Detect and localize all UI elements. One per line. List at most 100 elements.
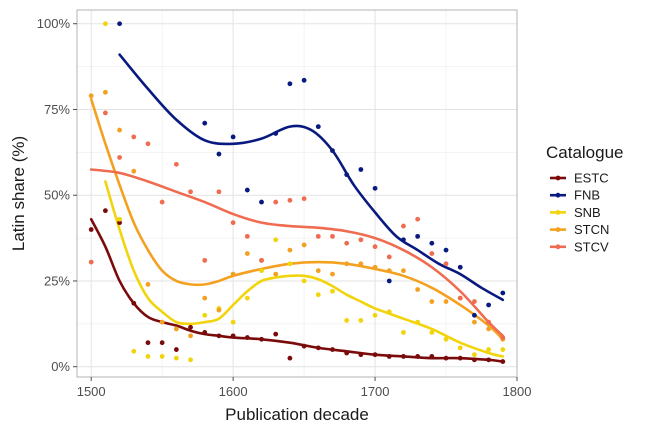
panel-border xyxy=(76,9,518,378)
legend-key-point-fnb xyxy=(555,192,561,198)
point-snb xyxy=(486,347,492,352)
point-fnb xyxy=(216,151,222,157)
point-stcn xyxy=(131,168,137,174)
point-fnb xyxy=(386,278,392,284)
point-snb xyxy=(315,292,321,298)
point-stcn xyxy=(472,319,477,325)
point-stcn xyxy=(202,295,208,301)
point-stcv xyxy=(330,233,335,239)
point-stcv xyxy=(259,257,264,263)
point-snb xyxy=(358,318,364,323)
point-stcv xyxy=(415,216,421,222)
point-stcv xyxy=(315,233,321,239)
x-tick-label: 1500 xyxy=(77,384,106,399)
point-stcv xyxy=(358,237,364,243)
point-fnb xyxy=(472,312,477,318)
point-fnb xyxy=(429,240,435,246)
point-stcn xyxy=(244,251,250,256)
point-estc xyxy=(344,350,350,356)
point-snb xyxy=(372,312,378,318)
point-snb xyxy=(415,319,421,325)
point-stcn xyxy=(344,261,350,267)
point-snb xyxy=(301,278,307,284)
point-estc xyxy=(88,227,94,232)
point-stcv xyxy=(244,233,250,239)
point-estc xyxy=(401,354,406,359)
point-estc xyxy=(159,340,165,346)
x-axis-ticks: 1500 1600 1700 1800 xyxy=(77,377,532,399)
point-stcv xyxy=(145,141,151,147)
point-estc xyxy=(287,355,293,361)
point-stcv xyxy=(344,240,350,246)
point-fnb xyxy=(287,81,293,87)
point-stcv xyxy=(273,199,279,205)
point-snb xyxy=(386,309,392,315)
point-estc xyxy=(145,340,151,346)
point-fnb xyxy=(259,199,264,205)
point-estc xyxy=(259,336,264,342)
point-estc xyxy=(244,335,250,340)
point-stcv xyxy=(188,189,193,195)
point-stcv xyxy=(372,244,378,250)
point-estc xyxy=(358,352,364,358)
point-snb xyxy=(131,348,137,354)
point-fnb xyxy=(273,131,279,136)
legend-title: Catalogue xyxy=(546,143,624,162)
point-fnb xyxy=(358,167,364,172)
point-estc xyxy=(486,357,492,363)
point-stcn xyxy=(386,268,392,274)
point-stcv xyxy=(429,251,435,256)
point-estc xyxy=(386,354,392,359)
point-fnb xyxy=(457,264,463,270)
point-fnb xyxy=(202,120,208,126)
point-stcn xyxy=(443,299,449,304)
point-estc xyxy=(500,359,506,364)
point-snb xyxy=(429,330,435,335)
x-tick-label: 1700 xyxy=(361,384,390,399)
point-snb xyxy=(188,357,193,363)
point-snb xyxy=(330,288,335,294)
point-estc xyxy=(202,330,208,335)
point-estc xyxy=(131,300,137,306)
point-snb xyxy=(259,268,264,274)
point-estc xyxy=(429,354,435,359)
point-stcn xyxy=(188,333,193,339)
y-axis-title: Latin share (%) xyxy=(9,136,28,251)
point-snb xyxy=(472,352,477,358)
points xyxy=(88,21,506,364)
x-tick-label: 1800 xyxy=(503,384,532,399)
point-fnb xyxy=(117,21,122,27)
point-stcv xyxy=(386,254,392,260)
point-stcv xyxy=(216,189,222,195)
point-stcn xyxy=(117,127,122,133)
point-snb xyxy=(145,354,151,359)
point-fnb xyxy=(372,185,378,191)
point-stcv xyxy=(401,223,406,229)
x-tick-label: 1600 xyxy=(219,384,248,399)
point-stcn xyxy=(216,307,222,313)
point-stcn xyxy=(145,281,151,287)
point-snb xyxy=(202,312,208,318)
legend-key-point-snb xyxy=(555,210,561,215)
point-stcn xyxy=(358,261,364,267)
point-snb xyxy=(344,318,350,323)
point-fnb xyxy=(486,302,492,308)
point-snb xyxy=(287,261,293,267)
legend-items: ESTC FNB SNB STCN STCV xyxy=(550,171,609,254)
x-axis-title: Publication decade xyxy=(225,405,369,424)
y-tick-label: 50% xyxy=(44,188,70,203)
point-stcv xyxy=(457,295,463,301)
point-snb xyxy=(102,21,108,27)
point-stcv xyxy=(173,161,179,167)
point-estc xyxy=(102,208,108,214)
point-stcn xyxy=(159,319,165,325)
point-stcn xyxy=(287,247,293,253)
point-stcn xyxy=(415,287,421,292)
point-stcn xyxy=(486,326,492,332)
trend-line-stcv xyxy=(89,168,505,338)
point-snb xyxy=(244,295,250,301)
point-snb xyxy=(443,336,449,342)
point-snb xyxy=(159,354,165,359)
trend-line-snb xyxy=(104,180,505,358)
point-fnb xyxy=(330,148,335,154)
